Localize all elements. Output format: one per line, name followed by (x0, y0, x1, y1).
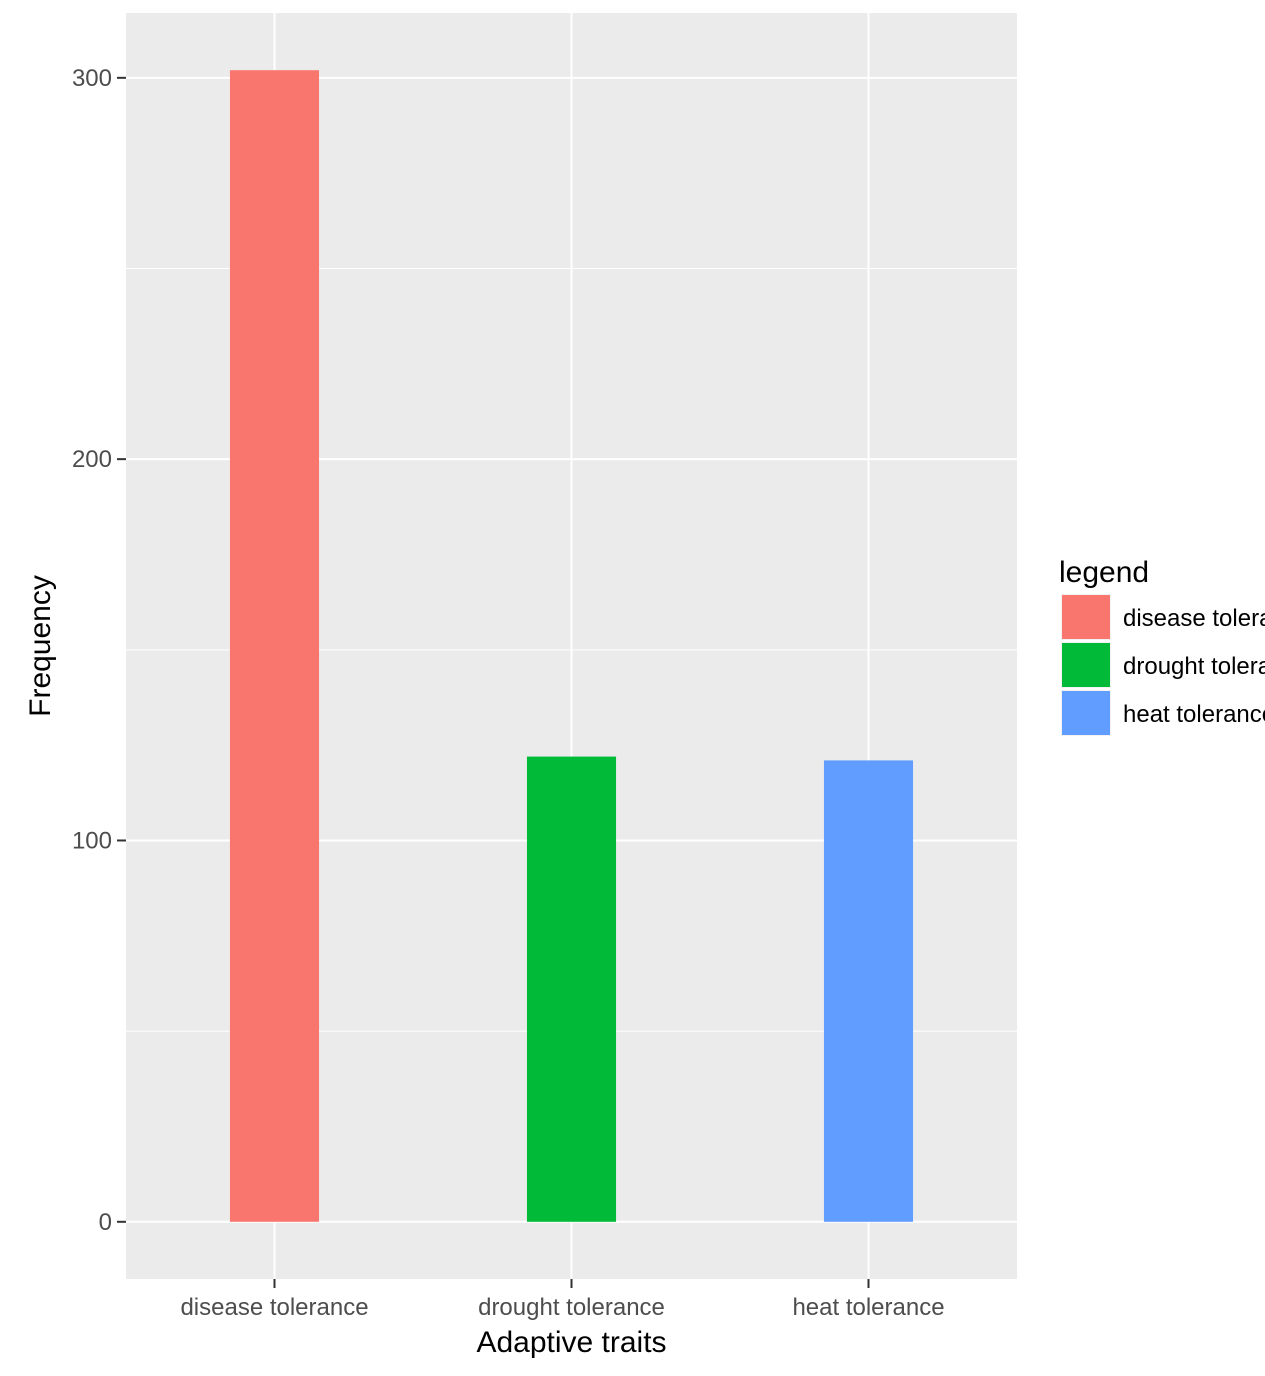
legend-item-label: heat tolerance (1123, 701, 1265, 728)
legend-item-label: drought tolerance (1123, 653, 1265, 680)
x-axis-title: Adaptive traits (476, 1326, 666, 1359)
legend-key-swatch (1062, 643, 1110, 687)
y-tick-label: 0 (99, 1209, 112, 1236)
x-tick-label: drought tolerance (478, 1294, 665, 1321)
y-axis-title: Frequency (24, 575, 57, 717)
y-tick-label: 300 (72, 65, 112, 92)
y-axis: 0 100 200 300 (72, 65, 126, 1236)
bar-disease-tolerance (229, 70, 320, 1222)
bars (229, 70, 914, 1222)
x-tick-label: heat tolerance (792, 1294, 944, 1321)
y-tick-label: 100 (72, 827, 112, 854)
x-tick-label: disease tolerance (180, 1294, 368, 1321)
bar-heat-tolerance (823, 760, 914, 1222)
legend-item-label: disease tolerance (1123, 605, 1265, 632)
x-axis: disease tolerance drought tolerance heat t… (180, 1279, 945, 1321)
legend-key-swatch (1062, 595, 1110, 639)
legend-title: legend (1059, 556, 1149, 589)
y-tick-label: 200 (72, 446, 112, 473)
legend-key-swatch (1062, 691, 1110, 735)
legend: legend disease tolerance drought toleranc… (1059, 556, 1265, 736)
bar-drought-tolerance (526, 756, 617, 1222)
